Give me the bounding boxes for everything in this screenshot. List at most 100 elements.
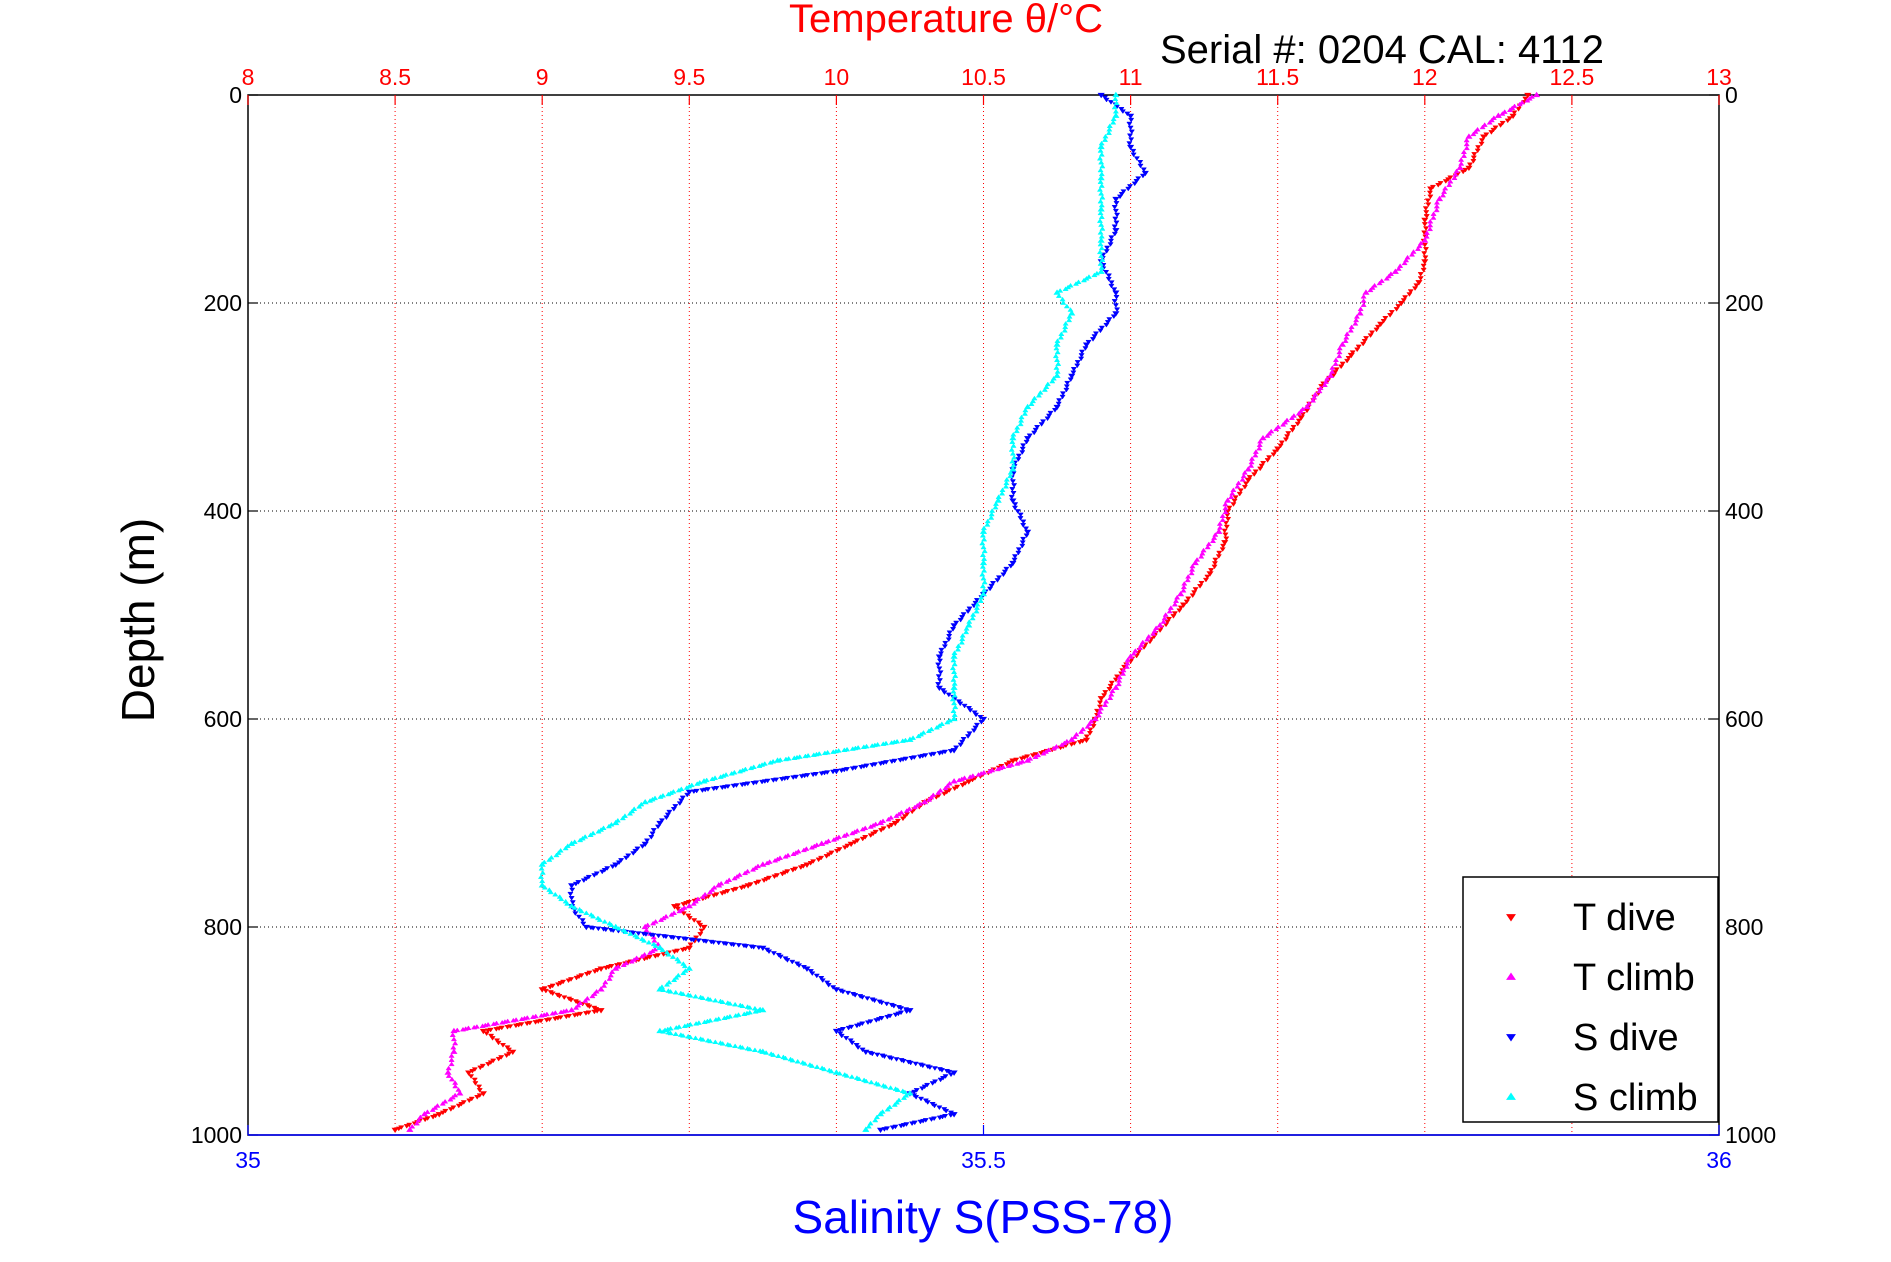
data-point [700, 924, 708, 931]
data-point [465, 1070, 473, 1076]
data-point [1274, 446, 1282, 452]
data-point [675, 958, 682, 964]
data-point [936, 666, 943, 672]
data-point [903, 808, 910, 813]
data-point [847, 1038, 854, 1044]
tick-label-depth-right: 400 [1725, 498, 1763, 524]
data-point [925, 728, 933, 733]
data-point [1097, 174, 1105, 181]
data-point [864, 996, 871, 1001]
data-point [1490, 127, 1497, 133]
data-point [1378, 278, 1385, 283]
data-point [1474, 148, 1481, 154]
data-point [1309, 397, 1317, 403]
data-point [1014, 509, 1021, 514]
data-point [950, 623, 958, 629]
data-point [1089, 337, 1097, 342]
data-point [941, 690, 948, 696]
data-point [833, 848, 841, 854]
data-point [476, 1088, 483, 1093]
data-point [472, 1081, 479, 1086]
data-point [1222, 532, 1229, 538]
data-point [537, 874, 545, 879]
data-point [1333, 367, 1340, 372]
data-point [1408, 251, 1416, 257]
data-point [1070, 367, 1077, 372]
tick-layer: 0 0 200 200 400 400 600 600 800 800 1000 1000 8 8.5 9 9… [191, 64, 1776, 1173]
data-point [1075, 279, 1082, 285]
data-point [735, 943, 742, 948]
data-point [1222, 520, 1230, 526]
data-point [558, 896, 565, 902]
data-point [869, 743, 876, 748]
data-point [573, 975, 580, 981]
data-point [1096, 155, 1104, 161]
data-point [1031, 430, 1038, 436]
data-point [641, 798, 649, 805]
data-point [1020, 523, 1027, 528]
data-point [1288, 415, 1296, 420]
data-point [872, 1117, 879, 1123]
data-point [641, 841, 649, 848]
tick-label-salinity: 36 [1706, 1147, 1732, 1173]
data-point [782, 756, 790, 762]
data-point [1260, 460, 1267, 466]
data-point [568, 840, 576, 846]
data-point [1021, 411, 1029, 416]
data-point [841, 747, 848, 753]
data-point [1112, 208, 1119, 214]
data-point [692, 993, 699, 999]
data-point [675, 936, 682, 941]
data-point [1290, 424, 1297, 430]
data-point [1011, 554, 1019, 559]
data-point [538, 882, 546, 888]
data-point [1332, 357, 1340, 363]
data-point [950, 677, 957, 682]
data-point [869, 762, 876, 768]
data-point [1053, 341, 1061, 347]
data-point [1024, 529, 1032, 536]
data-point [1452, 171, 1459, 177]
data-point [880, 741, 887, 746]
data-point [960, 737, 967, 742]
data-point [549, 991, 556, 997]
data-point [751, 1005, 758, 1011]
data-point [980, 575, 987, 581]
data-point [1357, 306, 1364, 312]
data-point [639, 953, 646, 959]
data-point [1098, 159, 1105, 165]
data-point [1171, 601, 1179, 607]
data-point [1014, 761, 1021, 766]
data-point [1045, 413, 1053, 419]
data-point [749, 867, 757, 872]
data-point [512, 1023, 520, 1029]
data-point [1097, 210, 1104, 216]
data-point [1397, 300, 1405, 307]
data-point [1082, 346, 1089, 351]
data-point [798, 774, 805, 779]
data-point [1101, 702, 1109, 707]
data-point [1355, 344, 1362, 350]
data-point [1097, 705, 1105, 711]
data-point [1068, 736, 1076, 742]
data-point [646, 798, 654, 803]
data-point [582, 1011, 590, 1016]
data-point [719, 785, 726, 791]
data-point [736, 768, 744, 774]
data-point [848, 1074, 855, 1079]
data-point [1140, 167, 1147, 173]
data-point [841, 833, 848, 838]
data-point [648, 835, 655, 840]
data-point [1225, 516, 1232, 522]
data-point [951, 681, 958, 686]
data-point [1427, 186, 1435, 192]
data-point [1347, 352, 1355, 359]
data-point [1241, 484, 1248, 490]
data-point [589, 993, 596, 999]
data-point [1123, 664, 1130, 669]
data-point [1035, 392, 1042, 398]
data-point [667, 1030, 674, 1036]
data-point [1228, 494, 1235, 499]
data-point [981, 536, 988, 542]
data-point [687, 1034, 694, 1040]
